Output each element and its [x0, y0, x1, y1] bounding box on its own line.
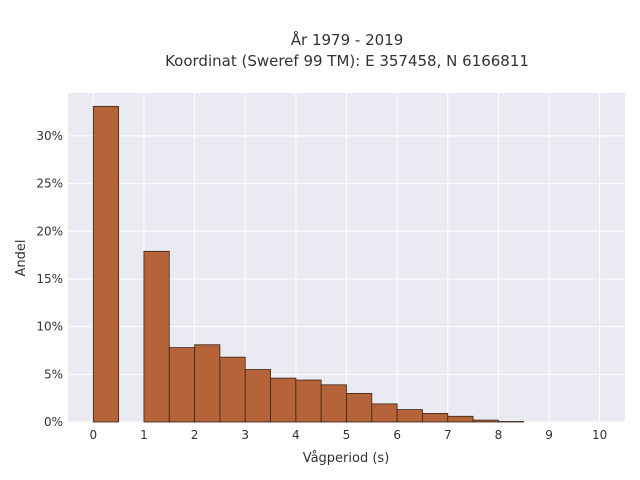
histogram-bar	[371, 403, 398, 423]
histogram-bar	[422, 413, 449, 423]
y-tick-label: 0%	[44, 415, 63, 429]
y-tick-label: 15%	[36, 272, 63, 286]
histogram-bar	[270, 377, 297, 423]
histogram-bar	[143, 250, 170, 423]
bars	[92, 105, 525, 423]
histogram-bar	[447, 415, 474, 423]
grid	[68, 93, 625, 423]
chart-title-line2: Koordinat (Sweref 99 TM): E 357458, N 61…	[165, 52, 529, 70]
histogram-bar	[219, 356, 246, 423]
histogram-bar	[346, 392, 373, 423]
x-tick-label: 3	[241, 428, 249, 442]
x-axis-label: Vågperiod (s)	[303, 451, 390, 466]
x-tick-label: 5	[343, 428, 351, 442]
histogram-bar	[320, 384, 347, 423]
x-tick-label: 10	[592, 428, 607, 442]
histogram-bar	[295, 379, 322, 423]
y-tick-label: 5%	[44, 367, 63, 381]
histogram-bar	[472, 419, 499, 423]
y-tick-label: 20%	[36, 224, 63, 238]
y-tick-label: 30%	[36, 129, 63, 143]
x-tick-label: 1	[140, 428, 148, 442]
y-tick-label: 10%	[36, 320, 63, 334]
histogram-bar	[244, 369, 271, 423]
y-tick-labels: 0% 5% 10% 15% 20% 25% 30%	[36, 129, 63, 429]
y-tick-label: 25%	[36, 177, 63, 191]
y-axis-label: Andel	[14, 240, 29, 277]
x-tick-label: 4	[292, 428, 300, 442]
histogram-bar	[396, 409, 423, 423]
histogram-bar	[194, 344, 221, 423]
histogram-bar	[92, 105, 120, 423]
x-tick-label: 2	[191, 428, 199, 442]
x-tick-labels: 0 1 2 3 4 5 6 7 8 9 10	[89, 428, 607, 442]
x-tick-label: 9	[545, 428, 553, 442]
histogram-bar	[168, 347, 195, 423]
x-tick-label: 0	[89, 428, 97, 442]
x-tick-label: 8	[495, 428, 503, 442]
x-tick-label: 6	[393, 428, 401, 442]
chart-title-line1: År 1979 - 2019	[291, 30, 404, 49]
x-tick-label: 7	[444, 428, 452, 442]
